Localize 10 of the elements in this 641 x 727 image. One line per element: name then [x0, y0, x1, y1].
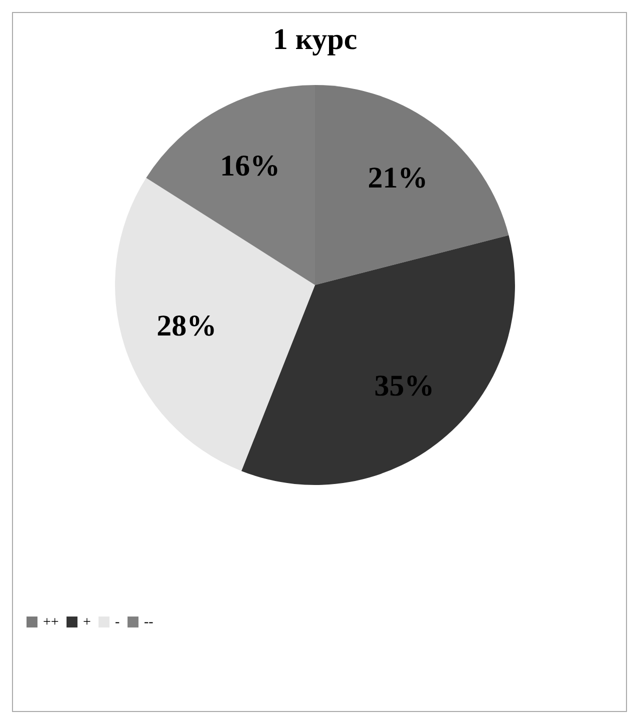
data-label: 21% [368, 161, 428, 194]
legend-label: + [83, 615, 91, 630]
data-label: 16% [220, 150, 280, 183]
pie-slice [115, 178, 315, 471]
pie-slice [241, 235, 515, 485]
chart-title: 1 курс [272, 23, 358, 56]
legend-label: -- [144, 615, 154, 630]
legend-label: ++ [43, 615, 59, 630]
data-label: 28% [156, 310, 217, 343]
legend-label: - [115, 615, 120, 630]
